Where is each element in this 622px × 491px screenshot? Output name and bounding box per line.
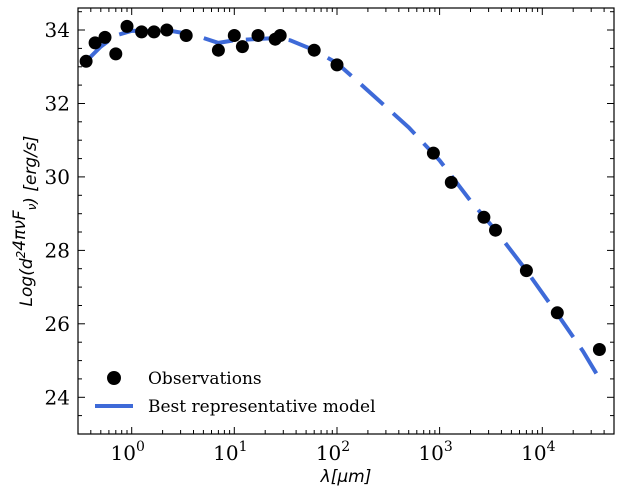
y-tick-label: 30 — [45, 165, 70, 189]
observation-point — [550, 306, 564, 320]
observation-point — [109, 47, 123, 61]
plot-area — [79, 19, 606, 384]
observation-point — [211, 43, 225, 57]
observation-point — [444, 175, 458, 189]
observation-point — [147, 25, 161, 39]
legend-marker-observations — [107, 371, 121, 385]
x-tick-label: 101 — [213, 439, 247, 465]
observation-point — [98, 30, 112, 44]
axis-ticks: 24 26 28 30 32 34 100 101 102 103 104 — [45, 8, 615, 465]
observation-point — [489, 223, 502, 237]
model-line — [84, 28, 604, 384]
observation-point — [426, 146, 440, 160]
legend: Observations Best representative model — [95, 369, 376, 417]
observation-point — [179, 29, 193, 42]
observation-point — [519, 264, 533, 278]
observation-point — [88, 36, 102, 50]
x-axis-label: λ[μm] — [320, 467, 372, 487]
y-tick-label: 32 — [45, 92, 70, 116]
observation-point — [160, 23, 174, 37]
y-axis-label: Log(d24πνFν) [erg/s] — [10, 136, 41, 307]
x-tick-label: 100 — [111, 439, 145, 465]
axes-frame — [77, 7, 615, 435]
observation-point — [235, 40, 249, 54]
observation-point — [330, 58, 344, 72]
y-tick-label: 26 — [45, 312, 70, 336]
x-tick-label: 102 — [316, 439, 350, 465]
x-tick-label: 103 — [418, 439, 452, 465]
legend-label-observations: Observations — [148, 369, 262, 389]
observation-point — [477, 210, 491, 224]
observation-point — [592, 343, 606, 356]
legend-label-model: Best representative model — [148, 397, 376, 417]
observation-point — [79, 54, 93, 68]
observation-point — [135, 25, 149, 39]
y-tick-label: 24 — [45, 385, 70, 409]
y-tick-label: 34 — [45, 18, 70, 42]
y-tick-label: 28 — [45, 238, 70, 262]
observation-point — [307, 43, 321, 57]
observation-point — [120, 19, 134, 33]
observation-point — [227, 29, 241, 42]
observation-point — [251, 29, 265, 42]
observation-point — [273, 29, 287, 42]
x-tick-label: 104 — [521, 439, 555, 465]
